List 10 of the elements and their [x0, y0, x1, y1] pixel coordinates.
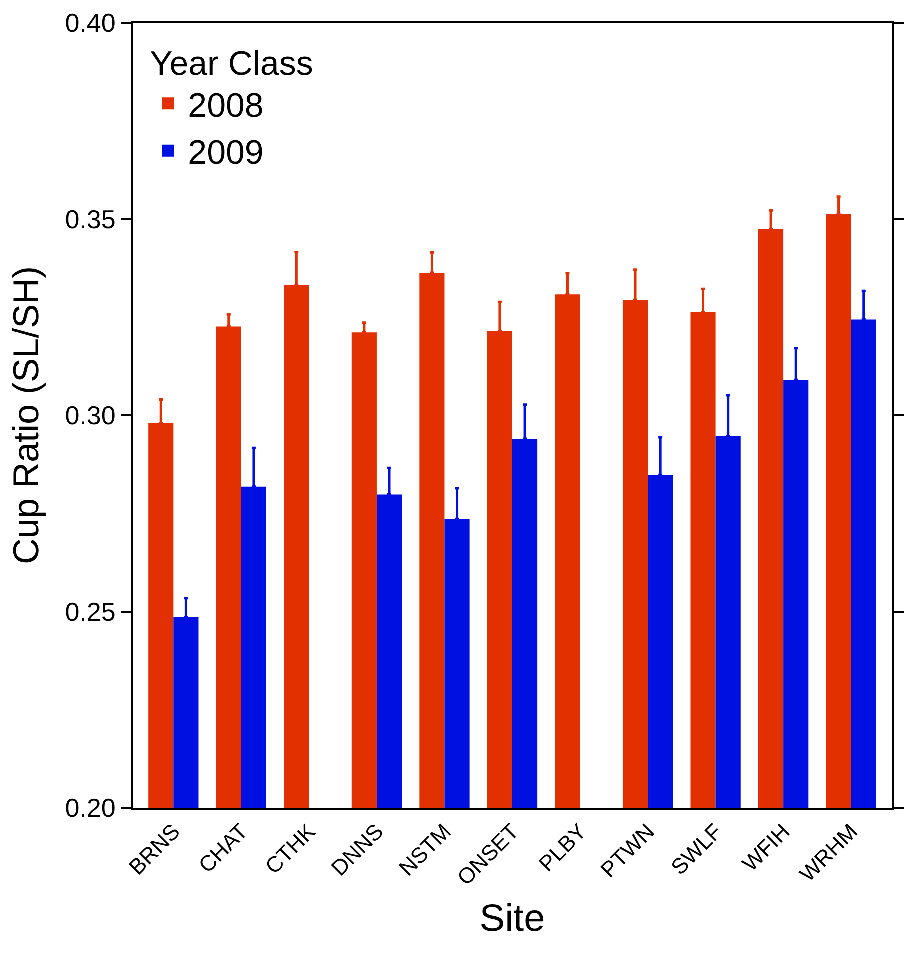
y-axis-title: Cup Ratio (SL/SH)	[6, 266, 47, 565]
y-tick-label: 0.35	[65, 204, 116, 234]
y-tick-label: 0.40	[65, 8, 116, 38]
legend-label: 2009	[188, 134, 264, 172]
legend-label: 2008	[188, 86, 264, 125]
legend-title: Year Class	[150, 45, 314, 84]
y-tick-label: 0.30	[65, 400, 116, 431]
y-tick-label: 0.20	[65, 793, 116, 824]
x-axis-title: Site	[480, 898, 546, 940]
y-tick-label: 0.25	[65, 596, 116, 627]
